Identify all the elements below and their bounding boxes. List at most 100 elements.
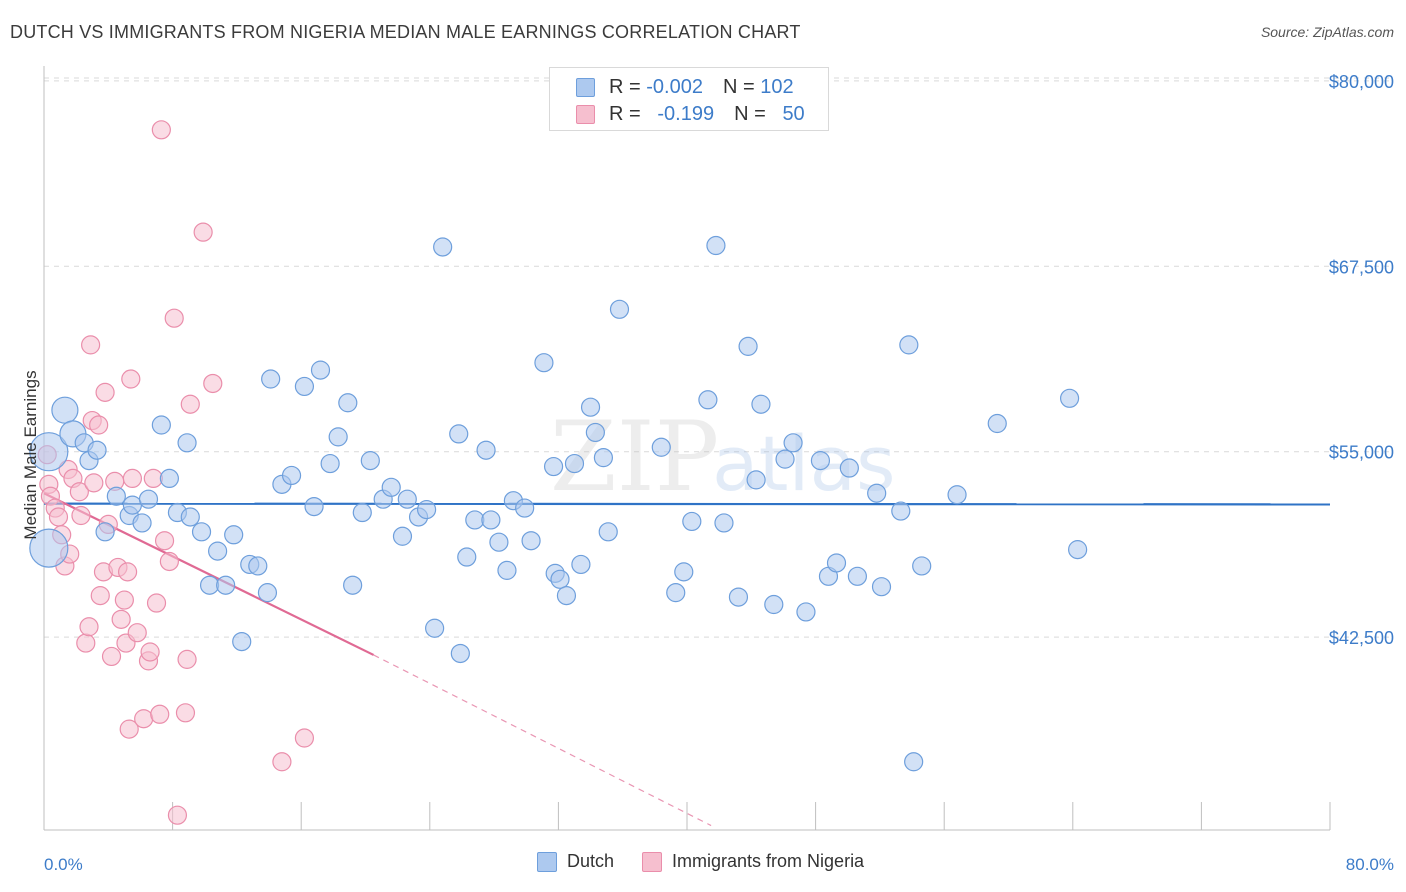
grid-lines <box>44 77 1394 638</box>
bottom-legend-nigeria-label: Immigrants from Nigeria <box>672 851 865 871</box>
legend-n-value: 50 <box>782 102 805 125</box>
nigeria-point <box>79 617 99 637</box>
y-tick-label: $55,000 <box>1329 443 1394 463</box>
nigeria-point <box>294 728 315 748</box>
source-label: Source: ZipAtlas.com <box>1260 24 1394 40</box>
nigeria-point <box>121 369 141 389</box>
dutch-point <box>216 575 236 595</box>
dutch-point <box>199 575 220 595</box>
nigeria-trend-line-dashed <box>373 654 712 827</box>
watermark-atlas: atlas <box>712 419 896 508</box>
nigeria-point <box>175 703 196 723</box>
dutch-point <box>381 477 401 497</box>
nigeria-point <box>167 805 188 825</box>
dutch-point <box>95 522 115 542</box>
dutch-point <box>706 235 726 256</box>
dutch-point <box>746 470 766 490</box>
chart-title: DUTCH VS IMMIGRANTS FROM NIGERIA MEDIAN … <box>10 22 801 42</box>
nigeria-swatch-icon <box>576 104 595 124</box>
nigeria-point <box>117 562 138 582</box>
dutch-point <box>580 397 601 417</box>
bottom-legend: Dutch Immigrants from Nigeria <box>537 851 892 872</box>
dutch-point <box>457 547 477 567</box>
dutch-point <box>248 556 268 576</box>
nigeria-point <box>48 507 69 527</box>
dutch-point <box>1068 540 1088 560</box>
legend-r-label: R = <box>609 75 641 98</box>
dutch-point <box>871 577 892 597</box>
bottom-legend-nigeria[interactable]: Immigrants from Nigeria <box>642 851 864 872</box>
dutch-point <box>352 502 372 523</box>
nigeria-swatch-icon <box>642 851 663 872</box>
dutch-point <box>481 510 501 530</box>
nigeria-point <box>193 222 213 242</box>
dutch-point <box>465 510 485 530</box>
dutch-point <box>904 752 924 772</box>
dutch-trend-line <box>43 502 1331 506</box>
nigeria-point <box>164 308 184 328</box>
legend-r-value: -0.002 <box>646 75 703 98</box>
nigeria-point <box>180 394 200 414</box>
x-tick-label-max: 80.0% <box>1346 855 1394 874</box>
nigeria-point <box>127 623 147 643</box>
nigeria-point <box>111 609 131 629</box>
dutch-point <box>416 499 437 520</box>
dutch-point <box>138 489 159 509</box>
nigeria-point <box>146 593 167 613</box>
legend-r-value: -0.199 <box>657 102 715 125</box>
dutch-point <box>132 513 152 533</box>
dutch-point <box>392 526 413 546</box>
dutch-point <box>87 440 107 460</box>
dutch-swatch-icon <box>537 851 557 872</box>
dutch-point <box>515 498 535 518</box>
nigeria-point <box>101 646 122 667</box>
nigeria-point <box>76 633 96 653</box>
nigeria-point <box>143 468 163 489</box>
dutch-point <box>912 556 932 576</box>
dutch-point <box>281 465 302 486</box>
legend-n-value: 102 <box>760 75 794 98</box>
dutch-point <box>29 432 69 472</box>
y-tick-label: $80,000 <box>1329 72 1394 92</box>
dutch-point <box>1059 388 1080 408</box>
dutch-point <box>609 299 630 319</box>
dutch-point <box>449 424 469 444</box>
nigeria-points <box>37 120 315 825</box>
tick-labels: $42,500 $55,000 $67,500 $80,000 0.0% 80.0% <box>44 72 1394 874</box>
nigeria-point <box>81 335 101 355</box>
dutch-point <box>728 587 749 607</box>
trend-lines <box>43 492 1331 827</box>
nigeria-point <box>134 709 154 729</box>
nigeria-point <box>272 752 292 772</box>
dutch-point <box>397 489 417 509</box>
dutch-point <box>106 486 126 506</box>
nigeria-point <box>114 590 134 610</box>
dutch-point <box>191 522 212 542</box>
nigeria-point <box>122 468 143 489</box>
nigeria-point <box>89 415 109 435</box>
dutch-point <box>433 237 453 257</box>
nigeria-point <box>69 482 89 502</box>
legend-n-label: N = <box>722 75 755 98</box>
bottom-legend-dutch[interactable]: Dutch <box>537 851 614 872</box>
dutch-point <box>257 583 278 603</box>
dutch-point <box>534 353 554 373</box>
dutch-point <box>497 560 517 580</box>
nigeria-point <box>150 704 170 724</box>
dutch-point <box>328 427 348 447</box>
bottom-legend-dutch-label: Dutch <box>567 851 615 871</box>
y-axis-label: Median Male Earnings <box>21 370 40 539</box>
legend-row-dutch: R = -0.002 N = 102 <box>576 74 794 100</box>
dutch-point <box>180 507 200 527</box>
dutch-point <box>891 501 911 521</box>
dutch-point <box>159 468 179 489</box>
dutch-point <box>714 513 734 533</box>
nigeria-point <box>71 505 91 526</box>
dutch-point <box>666 583 686 603</box>
dutch-point <box>51 396 79 424</box>
dutch-point <box>360 451 380 471</box>
dutch-point <box>810 451 831 471</box>
dutch-point <box>476 440 496 460</box>
dutch-point <box>839 458 859 478</box>
